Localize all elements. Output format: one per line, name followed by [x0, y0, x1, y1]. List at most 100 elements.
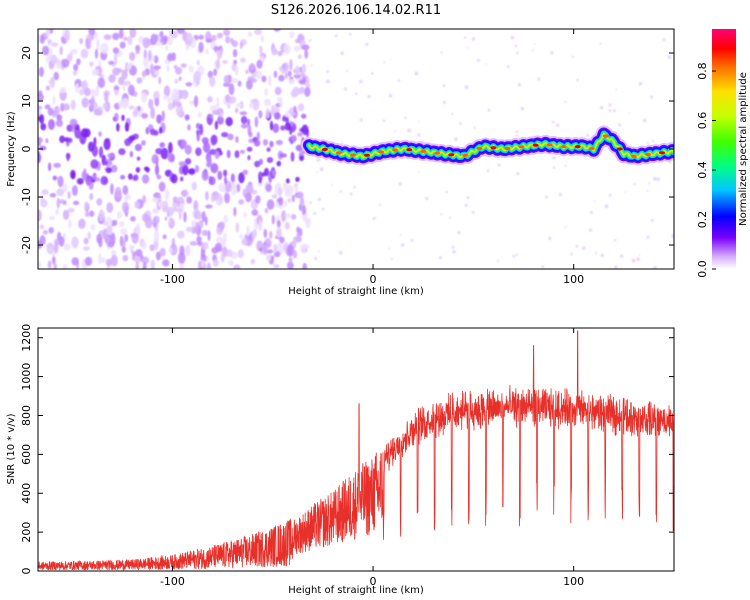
spectrogram-noise-blob [97, 77, 106, 89]
spectrogram-noise-blob [286, 184, 294, 194]
spectrogram-noise-blob [256, 131, 260, 141]
spectrogram-noise-blob [215, 199, 220, 206]
spectrogram-noise-blob [201, 259, 205, 269]
spectrogram-peak-mark [602, 134, 609, 138]
spectrogram-noise-blob [163, 94, 168, 101]
spectrogram-noise-blob [61, 58, 70, 68]
colorbar-tick-label: 0.6 [696, 112, 709, 129]
spectrogram-noise-blob [47, 39, 53, 44]
spectrogram-faint-point [359, 79, 363, 84]
spectrogram-noise-blob [291, 134, 297, 143]
spectrogram-noise-blob [183, 211, 187, 223]
spectrogram-noise-blob [210, 104, 217, 112]
spectrogram-peak-mark [434, 151, 441, 155]
spectrogram-faint-point [586, 133, 590, 138]
spectrogram-noise-blob [177, 29, 185, 35]
spectrogram-noise-blob [70, 169, 76, 180]
spectrogram-noise-blob [62, 263, 68, 269]
spectrogram-peak-mark [406, 148, 413, 152]
spectrogram-noise-blob [52, 95, 56, 105]
spectrogram-noise-blob [75, 83, 79, 93]
spectrogram-noise-blob [258, 158, 263, 165]
snr-x-label: Height of straight line (km) [288, 585, 424, 596]
spectrogram-faint-point [418, 120, 420, 123]
spectrogram-noise-blob [184, 246, 191, 257]
spectrogram-noise-blob [277, 187, 283, 197]
spectrogram-noise-blob [94, 48, 99, 59]
spectrogram-noise-blob [185, 43, 190, 51]
x-tick-label: -100 [160, 575, 185, 588]
spectrogram-noise-blob [210, 163, 219, 174]
spectrogram-noise-blob [196, 211, 202, 220]
spectrogram-noise-blob [266, 147, 271, 152]
spectrogram-noise-blob [238, 172, 245, 184]
y-tick-label: 20 [20, 46, 33, 60]
spectrogram-noise-blob [265, 183, 272, 193]
spectrogram-noise-blob [182, 164, 189, 176]
snr-x-axis: -100 0 100 [160, 328, 584, 588]
spectrogram-noise-blob [253, 139, 261, 147]
spectrogram-noise-blob [263, 244, 268, 255]
spectrogram-noise-blob [67, 207, 75, 213]
spectrogram-noise-blob [264, 99, 271, 107]
spectrogram-noise-blob [246, 146, 253, 152]
spectrogram-noise-blob [288, 78, 295, 85]
spectrogram-noise-blob [179, 176, 184, 182]
spectrogram-noise-blob [41, 189, 49, 196]
spectrogram-noise-blob [162, 234, 167, 240]
spectrogram-faint-point [517, 82, 522, 87]
spectrogram-noise-blob [48, 215, 56, 221]
spectrogram-noise-blob [93, 108, 102, 116]
spectrogram-noise-blob [273, 243, 277, 254]
spectrogram-noise-blob [209, 76, 216, 88]
spectrogram-noise-blob [210, 195, 215, 203]
spectrogram-noise-blob [114, 186, 122, 199]
y-tick-label: 10 [20, 94, 33, 108]
spectrogram-noise-blob [38, 66, 45, 77]
spectrogram-noise-blob [150, 259, 155, 269]
spectrogram-noise-blob [300, 243, 307, 254]
spectrogram-noise-blob [236, 183, 241, 193]
spectrogram-faint-point [388, 94, 393, 98]
spectrogram-noise-blob [115, 68, 123, 73]
spectrogram-faint-point [662, 37, 666, 42]
spectrogram-noise-blob [83, 168, 87, 177]
spectrogram-noise-blob [278, 74, 285, 82]
colorbar-label: Normalized spectral amplitude [738, 72, 749, 226]
spectrogram-faint-point [349, 192, 353, 196]
y-tick-label: -10 [20, 188, 33, 206]
spectrogram-peak-mark [574, 145, 581, 149]
spectrogram-noise-blob [265, 108, 270, 119]
spectrogram-faint-point [515, 253, 518, 257]
spectrogram-noise-blob [46, 29, 51, 38]
spectrogram-noise-blob [106, 224, 113, 235]
spectrogram-noise-blob [200, 253, 207, 263]
spectrogram-noise-blob [284, 122, 291, 131]
spectrogram-noise-blob [118, 221, 125, 228]
spectrogram-faint-point [653, 265, 657, 269]
spectrogram-noise-blob [275, 139, 283, 146]
spectrogram-noise-blob [154, 97, 160, 107]
spectrogram-noise-blob [272, 169, 277, 177]
spectrogram-faint-point [316, 171, 318, 174]
spectrogram-faint-point [608, 193, 612, 197]
spectrogram-noise-blob [239, 41, 243, 50]
spectrogram-noise-blob [193, 95, 199, 108]
spectrogram-noise-blob [142, 261, 147, 269]
spectrogram-noise-blob [78, 218, 86, 229]
spectrogram-noise-blob [265, 254, 272, 262]
spectrogram-noise-blob [223, 169, 228, 177]
spectrogram-faint-point [604, 204, 609, 209]
spectrogram-noise-blob [161, 110, 165, 122]
spectrogram-noise-blob [39, 145, 47, 151]
spectrogram-noise-blob [53, 162, 61, 168]
spectrogram-faint-point [555, 123, 560, 127]
spectrogram-noise-blob [285, 72, 288, 79]
spectrogram-noise-blob [266, 157, 274, 163]
spectrogram-noise-blob [100, 257, 107, 263]
spectrogram-peak-mark [560, 145, 567, 149]
spectrogram-noise-blob [161, 200, 169, 212]
spectrogram-peak-mark [448, 153, 455, 157]
spectrogram-faint-point [442, 100, 446, 104]
spectrogram-noise-blob [140, 140, 146, 146]
